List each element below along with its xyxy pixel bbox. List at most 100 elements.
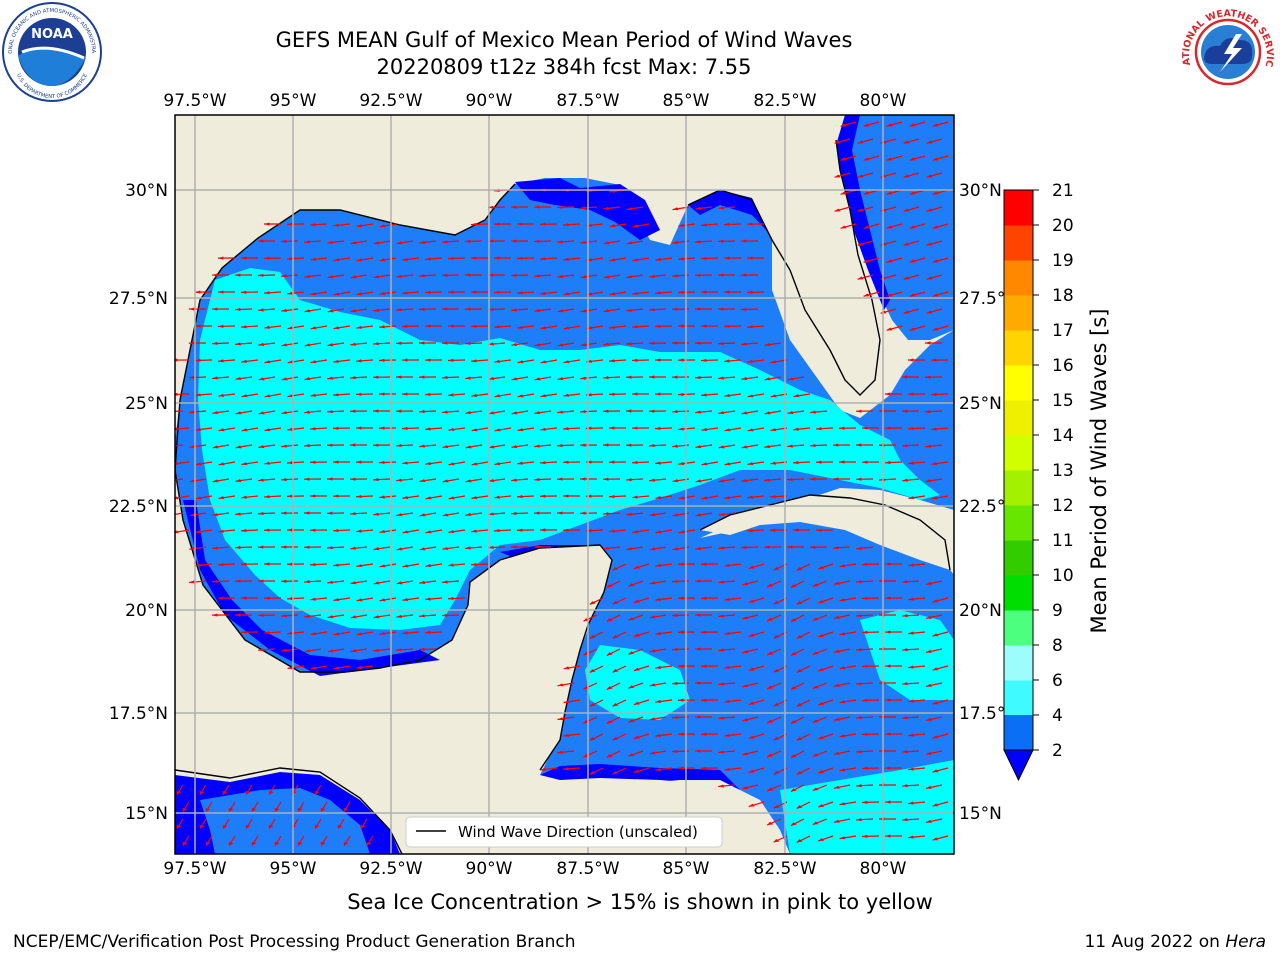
wave-arrow-head [379,631,386,636]
wave-arrow-head [773,703,780,707]
noaa-logo-text: NOAA [31,27,73,42]
wave-arrow-head [796,703,803,707]
wave-arrow-head [304,511,310,515]
wave-arrow-head [748,633,755,637]
wave-arrow-head [356,564,363,568]
colorbar-segment [1004,190,1033,226]
wave-arrow-head [218,428,225,432]
wave-arrow-head [790,754,797,758]
colorbar-tick-label: 2 [1052,741,1063,761]
wave-arrow-head [396,648,402,652]
wave-arrow-head [748,701,755,705]
wave-arrow-head [350,275,357,279]
lon-label-bottom: 90°W [466,859,513,879]
wave-arrow-head [606,720,613,724]
wave-arrow-head [557,477,563,481]
lon-label-bottom: 97.5°W [163,859,226,879]
wave-arrow-head [695,273,701,277]
wave-arrow-head [327,615,334,619]
wave-arrow-head [304,240,310,244]
wave-arrow-head [304,614,311,618]
wave-arrow-head [471,222,477,227]
wave-arrow-head [609,494,615,499]
wave-arrow-head [448,596,454,601]
wave-arrow-head [419,240,426,244]
wave-arrow-head [189,341,195,345]
wave-arrow-head [589,635,596,639]
wave-arrow-head [908,426,914,431]
wave-arrow-head [310,666,317,670]
wave-arrow-head [747,394,754,398]
wave-arrow-head [264,394,271,398]
wave-arrow-head [633,769,640,773]
wave-arrow-head [741,545,747,549]
wave-arrow-head [425,461,432,466]
wave-arrow-head [494,428,501,432]
wave-arrow-head [672,647,678,651]
wave-arrow-head [287,360,294,364]
wave-arrow-head [770,428,777,432]
wave-arrow-head [304,545,310,549]
wave-arrow-head [790,618,797,622]
wave-arrow-head [812,753,819,757]
lon-label-top: 87.5°W [556,91,619,111]
wave-arrow-head [701,358,707,362]
wave-arrow-head [649,615,656,619]
wave-arrow-head [287,222,293,226]
wave-arrow-head [419,614,425,618]
wave-arrow-head [796,839,803,843]
wave-arrow-head [672,579,678,583]
colorbar-tick-label: 4 [1052,706,1063,726]
wave-arrow-head [442,341,448,345]
wave-arrow-head [563,223,569,227]
wave-arrow-head [886,293,893,297]
wave-arrow-head [287,494,293,498]
wave-arrow-head [419,444,425,448]
wave-arrow-head [310,597,316,601]
wave-arrow-head [925,410,931,414]
wave-arrow-head [793,528,799,532]
wave-arrow-head [534,343,541,347]
wave-arrow-head [402,461,408,465]
wave-arrow-head [373,409,379,413]
wave-arrow-head [189,513,196,517]
wave-arrow-head [333,598,340,602]
wave-arrow-head [840,191,847,195]
wave-arrow-head [333,393,339,397]
wave-arrow-head [793,427,800,431]
wave-arrow-head [833,581,840,585]
wave-arrow-head [793,461,799,465]
wave-arrow-head [379,392,385,396]
wave-arrow-head [281,477,287,482]
wave-arrow-head [649,409,655,413]
wave-arrow-head [241,290,247,294]
wave-arrow-head [764,445,771,449]
wave-arrow-head [333,359,340,363]
longitude-labels-bottom: 97.5°W 95°W 92.5°W 90°W 87.5°W 85°W 82.5°W 80°W [163,859,906,879]
wave-arrow-head [628,753,635,757]
wave-arrow-head [655,358,661,362]
wave-arrow-head [932,599,939,603]
wave-arrow-head [856,648,862,652]
wave-arrow-head [810,545,816,549]
wave-arrow-head [251,808,257,812]
wave-arrow-head [626,443,632,447]
wave-arrow-head [718,750,724,754]
wave-arrow-head [580,443,586,447]
wave-arrow-head [310,563,316,567]
wave-arrow-head [337,825,343,829]
wave-arrow-head [902,818,908,822]
wave-arrow-head [557,377,564,381]
wave-arrow-head [724,324,730,328]
wave-arrow-head [603,206,610,210]
wave-arrow-head [471,462,478,466]
wave-arrow-head [517,495,523,499]
wave-arrow-head [902,682,908,686]
wave-arrow-head [628,685,635,689]
wave-arrow-head [742,582,749,586]
wave-arrow-head [343,808,349,812]
colorbar-segment [1004,470,1033,506]
wave-arrow-head [718,445,725,449]
lat-label-right: 20°N [959,601,1002,621]
map-title: GEFS MEAN Gulf of Mexico Mean Period of … [275,28,853,52]
